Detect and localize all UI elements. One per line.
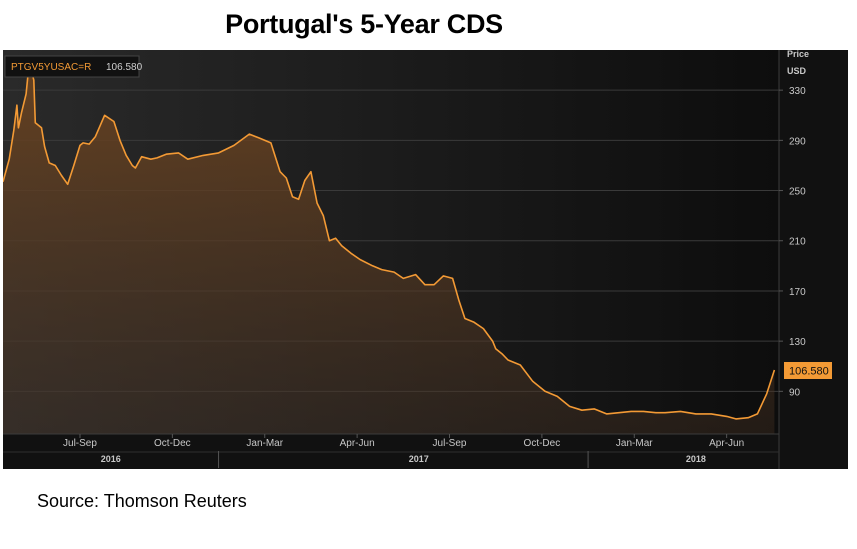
- last-value-badge: 106.580: [784, 362, 832, 379]
- cds-chart: 90 130 170 210 250 290 330 Jul-Sep Oct-Dec Jan-M…: [2, 49, 848, 469]
- last-value-text: 106.580: [789, 366, 829, 378]
- y-tick-label-90: 90: [789, 387, 801, 398]
- y-tick-label-170: 170: [789, 287, 806, 298]
- cds-line: [2, 61, 776, 420]
- y-tick-label-330: 330: [789, 86, 806, 97]
- chart-title: Portugal's 5-Year CDS: [225, 9, 503, 39]
- x-quarter-label-2: Jan-Mar: [246, 438, 283, 449]
- x-year-label-1: 2017: [409, 454, 429, 464]
- y-tick-label-290: 290: [789, 136, 806, 147]
- y-tick-label-250: 250: [789, 187, 806, 198]
- y-tick-label-210: 210: [789, 237, 806, 248]
- x-quarter-label-0: Jul-Sep: [63, 438, 97, 449]
- y-tick-label-130: 130: [789, 337, 806, 348]
- legend-value: 106.580: [106, 62, 143, 73]
- x-quarter-label-3: Apr-Jun: [340, 438, 375, 449]
- x-year-label-2: 2018: [686, 454, 706, 464]
- last-value-badge-bg: [784, 362, 832, 379]
- legend-background: [4, 55, 140, 78]
- y-axis-label-line1: Price: [787, 50, 809, 59]
- y-axis-label-line2: USD: [787, 66, 807, 76]
- x-quarter-label-6: Jan-Mar: [616, 438, 653, 449]
- x-quarter-label-7: Apr-Jun: [709, 438, 744, 449]
- x-quarter-label-1: Oct-Dec: [154, 438, 191, 449]
- cds-area-fill: [3, 62, 775, 434]
- x-axis-labels: Jul-Sep Oct-Dec Jan-Mar Apr-Jun Jul-Sep Oct-D…: [63, 434, 744, 468]
- x-quarter-label-5: Oct-Dec: [524, 438, 561, 449]
- legend-box: PTGV5YUSAC=R 106.580: [4, 55, 143, 78]
- y-axis-ticks: 90 130 170 210 250 290 330: [779, 86, 806, 398]
- x-quarter-label-4: Jul-Sep: [433, 438, 467, 449]
- x-year-label-0: 2016: [101, 454, 121, 464]
- source-note: Source: Thomson Reuters: [37, 491, 247, 511]
- chart-panel: 90 130 170 210 250 290 330 Jul-Sep Oct-Dec Jan-M…: [2, 49, 848, 469]
- legend-series-name: PTGV5YUSAC=R: [11, 62, 91, 73]
